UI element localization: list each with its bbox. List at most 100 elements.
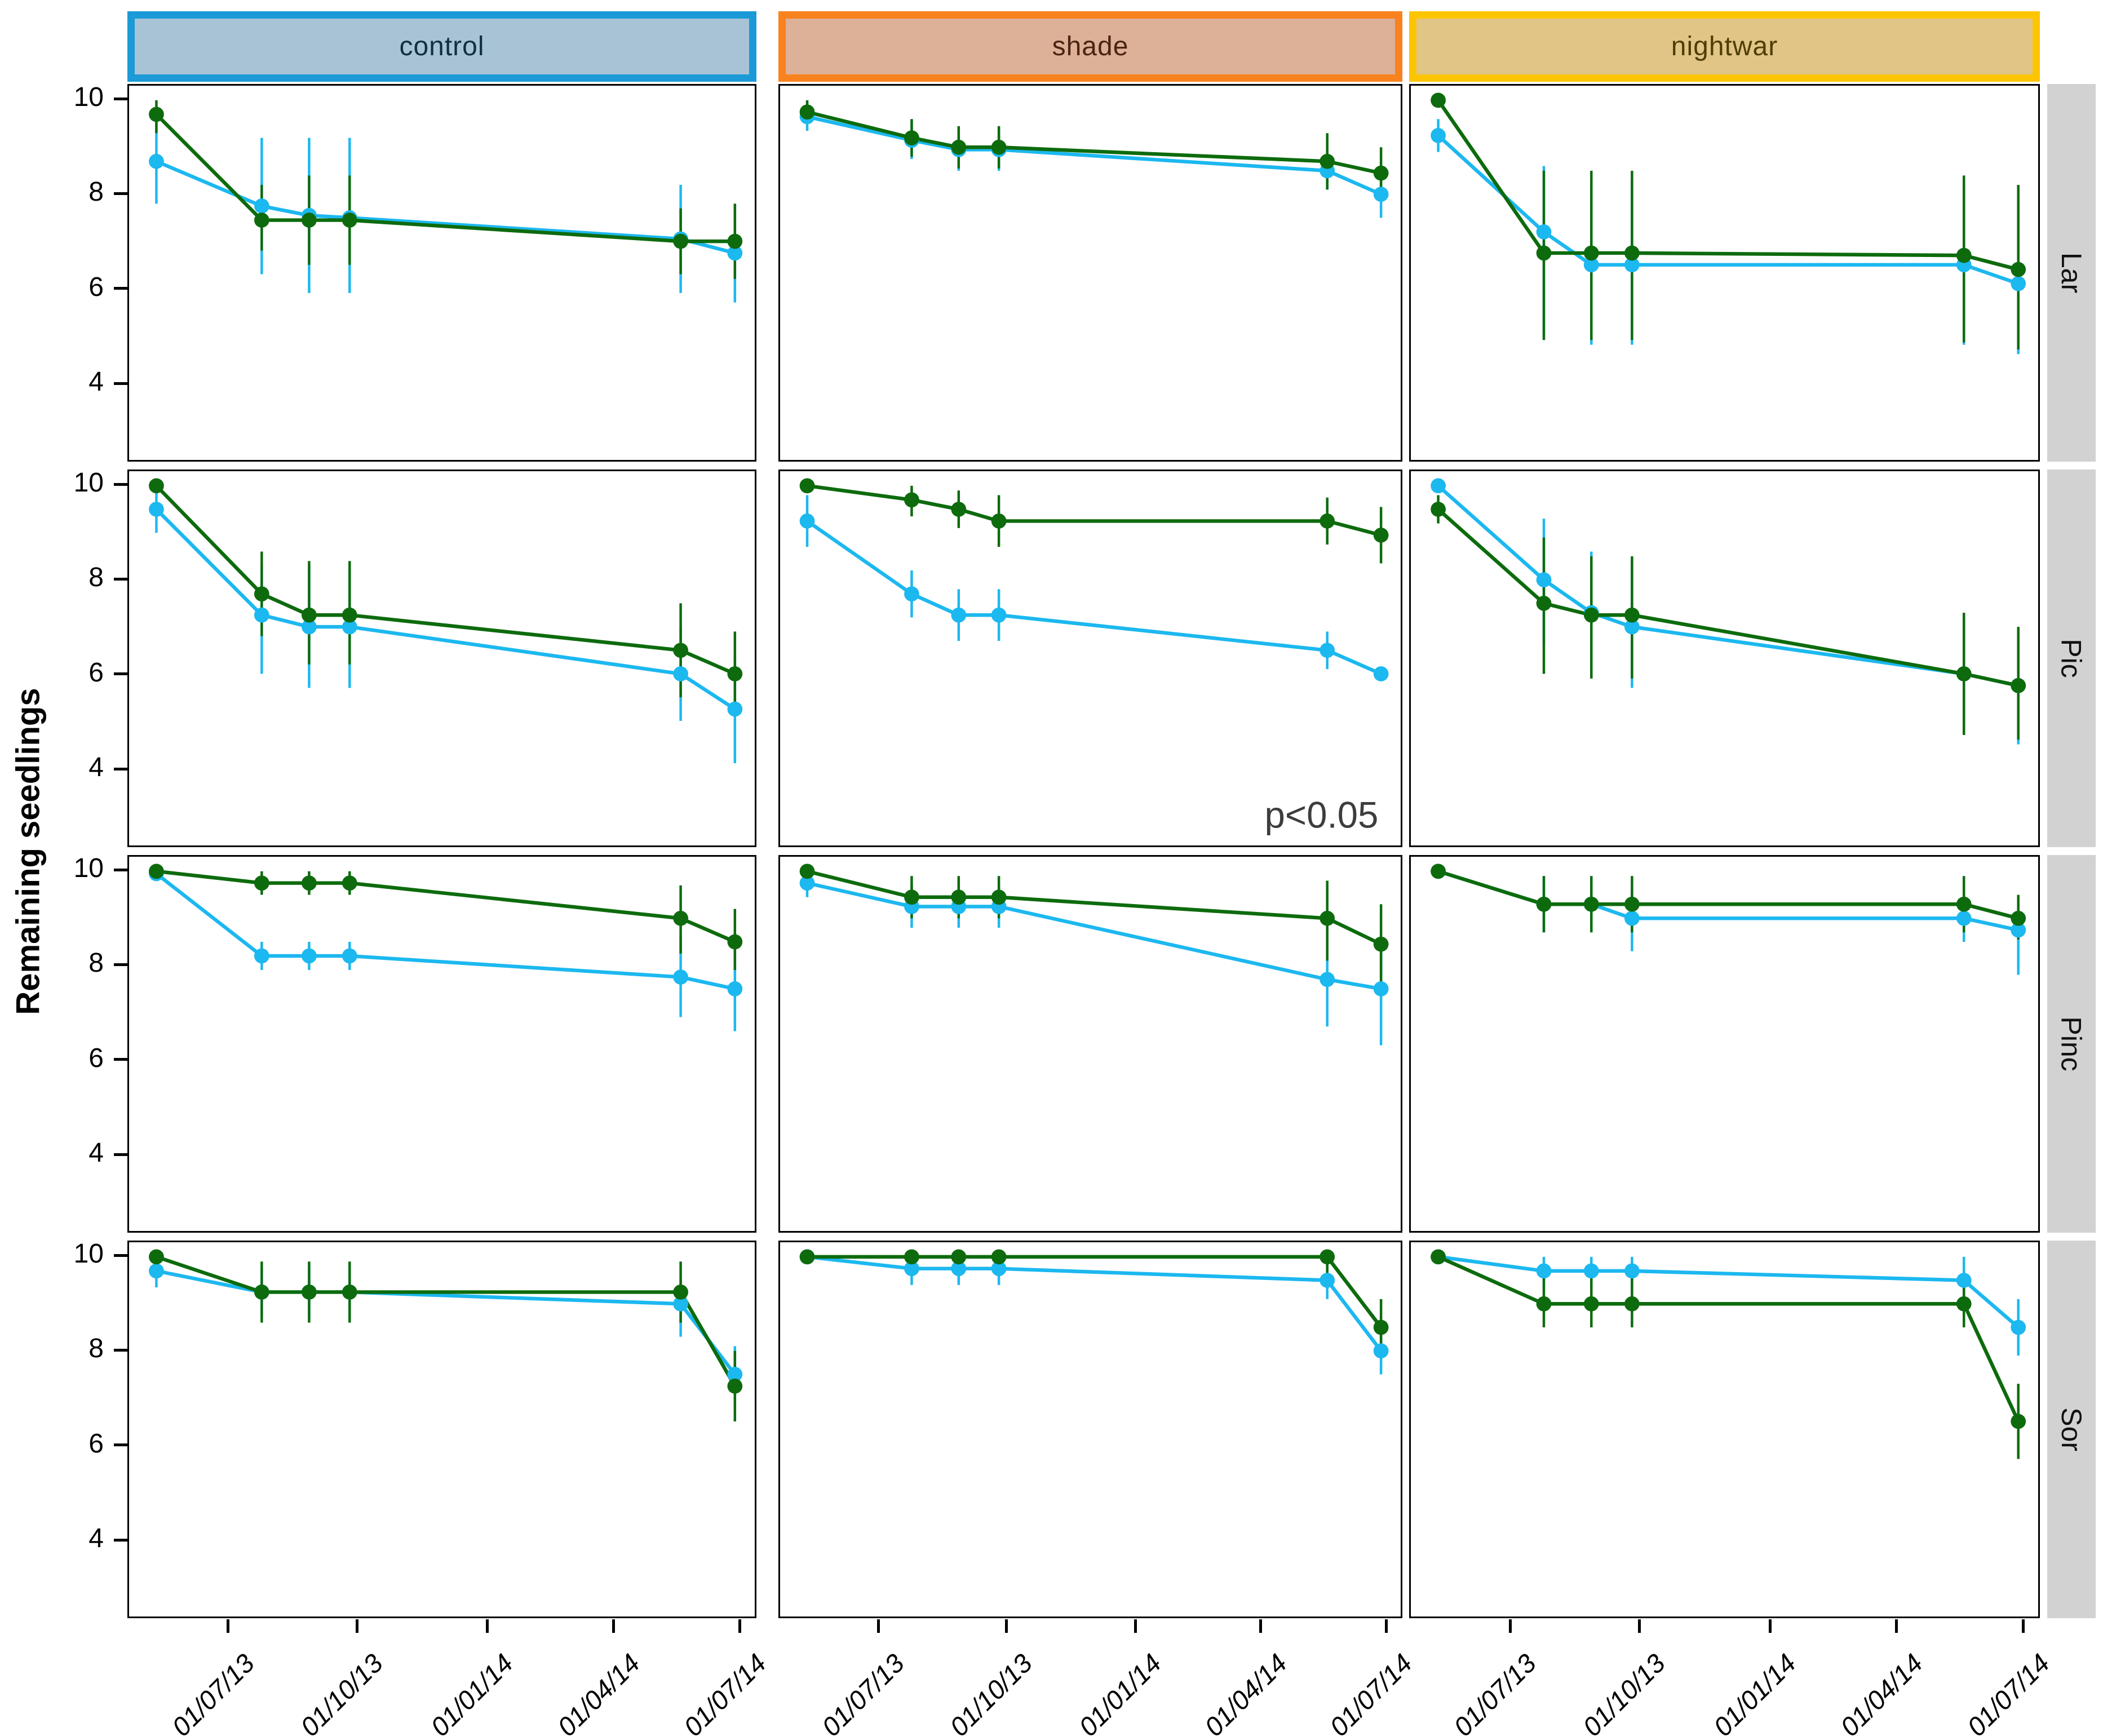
dark_green-data-point bbox=[2011, 1414, 2026, 1429]
dark_green-data-point bbox=[1624, 1296, 1640, 1312]
facet-panel-shade-Pic: p<0.05 bbox=[778, 470, 1402, 847]
dark_green-data-point bbox=[904, 1249, 919, 1265]
dark_green-data-point bbox=[1373, 165, 1389, 181]
y-axis-tick-mark bbox=[114, 672, 127, 676]
light_blue-data-point bbox=[254, 948, 269, 964]
x-axis-tick-mark bbox=[1895, 1619, 1898, 1633]
light_blue-data-point bbox=[727, 981, 743, 997]
light_blue-data-point bbox=[1320, 643, 1335, 658]
facet-panel-control-Pic bbox=[127, 470, 756, 847]
light_blue-data-point bbox=[254, 198, 269, 214]
light_blue-data-point bbox=[149, 502, 164, 517]
dark_green-data-point bbox=[951, 502, 967, 517]
y-axis-tick-label: 4 bbox=[88, 1524, 104, 1554]
dark_green-data-point bbox=[342, 607, 357, 623]
dark_green-data-point bbox=[1373, 528, 1389, 543]
light_blue-data-point bbox=[727, 701, 743, 717]
dark_green-data-point bbox=[799, 1249, 815, 1265]
light_blue-data-point bbox=[1431, 128, 1446, 143]
significance-annotation: p<0.05 bbox=[1265, 794, 1379, 835]
y-axis-tick-mark bbox=[114, 382, 127, 385]
x-axis-tick-label: 01/07/14 bbox=[678, 1648, 772, 1736]
x-axis-tick-mark bbox=[738, 1619, 742, 1633]
light_blue-data-point bbox=[302, 948, 317, 964]
x-axis-tick-mark bbox=[1768, 1619, 1772, 1633]
dark_green-data-point bbox=[1536, 1296, 1552, 1312]
light_blue-data-point bbox=[951, 607, 967, 623]
x-axis-tick-label: 01/04/14 bbox=[1834, 1648, 1929, 1736]
dark_green-data-point bbox=[302, 607, 317, 623]
x-axis-tick-label: 01/01/14 bbox=[1073, 1648, 1167, 1736]
dark_green-series-line bbox=[807, 869, 1382, 946]
dark_green-series-line bbox=[155, 113, 735, 243]
dark_green-data-point bbox=[1536, 896, 1552, 912]
dark_green-series-line bbox=[807, 1255, 1383, 1328]
y-axis-tick-label: 10 bbox=[73, 82, 104, 113]
x-axis-tick-mark bbox=[2022, 1619, 2025, 1633]
x-axis-tick-label: 01/07/14 bbox=[1961, 1648, 2056, 1736]
x-axis-tick-label: 01/07/13 bbox=[165, 1648, 260, 1736]
x-axis-tick-mark bbox=[1259, 1619, 1263, 1633]
dark_green-data-point bbox=[991, 889, 1007, 905]
light_blue-data-point bbox=[904, 1261, 919, 1277]
y-axis-tick-label: 8 bbox=[88, 177, 104, 207]
dark_green-data-point bbox=[254, 212, 269, 228]
facet-panel-shade-Pinc bbox=[778, 855, 1402, 1233]
light_blue-data-point bbox=[1373, 981, 1389, 997]
light_blue-series-line bbox=[806, 519, 1382, 676]
dark_green-data-point bbox=[1956, 666, 1972, 681]
light_blue-data-point bbox=[254, 607, 269, 623]
dark_green-data-point bbox=[727, 666, 743, 681]
light_blue-data-point bbox=[1624, 1263, 1640, 1279]
dark_green-data-point bbox=[1583, 896, 1599, 912]
light_blue-data-point bbox=[1320, 972, 1335, 987]
x-axis-tick-label: 01/01/14 bbox=[1707, 1648, 1802, 1736]
x-axis-tick-label: 01/10/13 bbox=[294, 1648, 389, 1736]
facet-panel-shade-Sor bbox=[778, 1241, 1402, 1618]
dark_green-data-point bbox=[2011, 678, 2026, 693]
light_blue-data-point bbox=[2011, 922, 2026, 938]
x-axis-tick-mark bbox=[227, 1619, 230, 1633]
light_blue-series-line bbox=[155, 872, 736, 991]
facet-row-strip-label: Lar bbox=[2055, 252, 2087, 294]
y-axis-tick-mark bbox=[114, 1058, 127, 1061]
dark_green-data-point bbox=[1320, 513, 1335, 529]
y-axis-tick-label: 8 bbox=[88, 1334, 104, 1364]
dark_green-data-point bbox=[1624, 245, 1640, 261]
facet-panel-control-Lar bbox=[127, 84, 756, 462]
facet-row-strip-Sor: Sor bbox=[2047, 1241, 2096, 1618]
light_blue-series-line bbox=[155, 508, 736, 711]
x-axis-tick-mark bbox=[355, 1619, 358, 1633]
dark_green-data-point bbox=[1320, 1249, 1335, 1265]
x-axis-tick-mark bbox=[1004, 1619, 1008, 1633]
dark_green-data-point bbox=[302, 212, 317, 228]
light_blue-data-point bbox=[342, 619, 357, 635]
light_blue-data-point bbox=[1956, 1273, 1972, 1288]
light_blue-data-point bbox=[1320, 1273, 1335, 1288]
light_blue-data-point bbox=[1624, 910, 1640, 926]
dark_green-data-point bbox=[951, 889, 967, 905]
dark_green-data-point bbox=[1373, 936, 1389, 952]
dark_green-data-point bbox=[254, 1285, 269, 1300]
dark_green-data-point bbox=[1956, 1296, 1972, 1312]
dark_green-data-point bbox=[991, 1249, 1007, 1265]
facet-row-strip-Pic: Pic bbox=[2047, 470, 2096, 847]
light_blue-series-line bbox=[1437, 134, 2019, 286]
x-axis-tick-mark bbox=[876, 1619, 880, 1633]
facet-row-strip-Pinc: Pinc bbox=[2047, 855, 2096, 1233]
light_blue-series-line bbox=[807, 1255, 1383, 1352]
x-axis-tick-label: 01/10/13 bbox=[1577, 1648, 1671, 1736]
y-axis-tick-mark bbox=[114, 287, 127, 290]
facet-row-strip-Lar: Lar bbox=[2047, 84, 2096, 462]
dark_green-data-point bbox=[673, 1285, 688, 1300]
y-axis-tick-label: 10 bbox=[73, 468, 104, 498]
dark_green-data-point bbox=[1431, 1249, 1446, 1265]
light_blue-data-point bbox=[1536, 572, 1552, 588]
dark_green-series-line bbox=[807, 110, 1382, 175]
facet-panel-nightwar-Pic bbox=[1409, 470, 2040, 847]
light_blue-data-point bbox=[1583, 257, 1599, 273]
y-axis-tick-mark bbox=[114, 482, 127, 486]
x-axis-tick-label: 01/04/14 bbox=[551, 1648, 645, 1736]
dark_green-series-line bbox=[1436, 99, 2019, 272]
